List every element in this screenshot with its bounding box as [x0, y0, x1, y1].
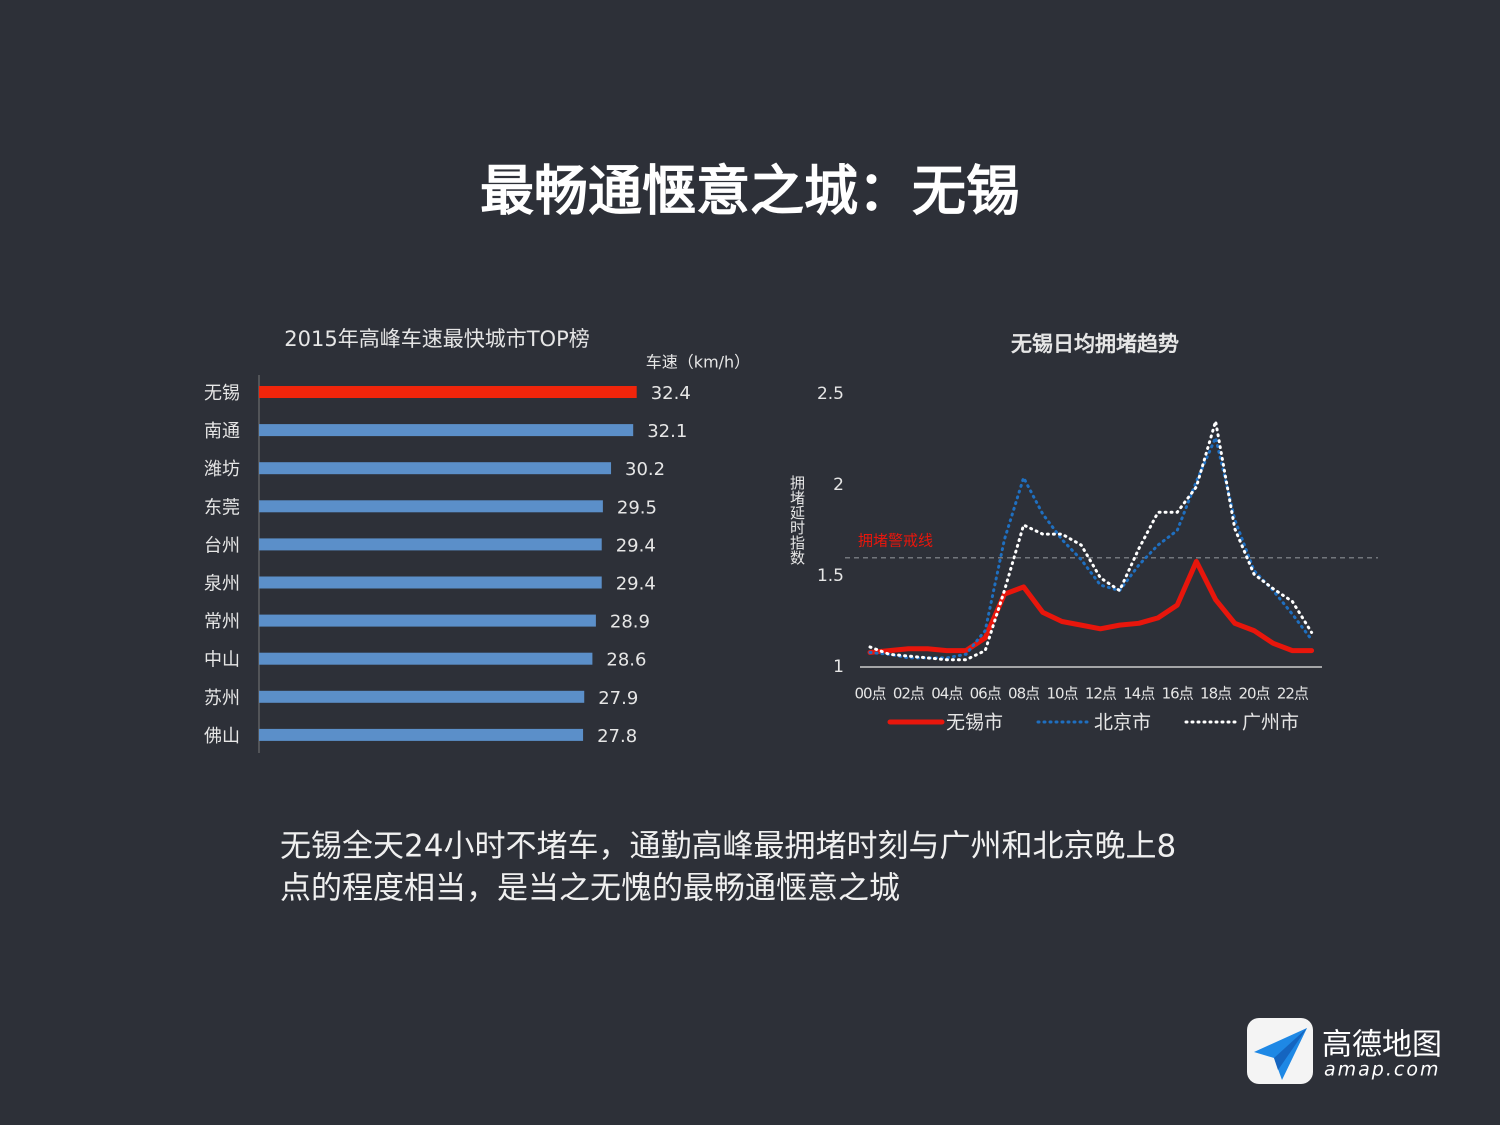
slide-title: 最畅通惬意之城：无锡 [480, 160, 1020, 223]
category-label: 常州 [204, 612, 240, 633]
category-label: 佛山 [204, 726, 240, 747]
body-text: 点的程度相当，是当之无愧的最畅通惬意之城 [280, 871, 900, 907]
series-line [867, 558, 1315, 655]
y-axis-label: 拥堵延时指数 [788, 475, 806, 565]
x-tick-label: 20点 [1238, 685, 1270, 703]
x-tick-label: 12点 [1085, 685, 1117, 703]
category-label: 泉州 [204, 574, 240, 595]
value-label: 27.8 [597, 726, 637, 747]
x-tick-label: 10点 [1046, 685, 1078, 703]
x-tick-label: 08点 [1008, 685, 1040, 703]
x-tick-label: 16点 [1162, 685, 1194, 703]
x-tick-label: 02点 [893, 685, 925, 703]
chart-title: 2015年高峰车速最快城市TOP榜 [284, 327, 589, 351]
value-label: 32.1 [647, 421, 687, 442]
category-label: 东莞 [204, 497, 240, 518]
y-tick-label: 1 [833, 657, 844, 677]
reference-label: 拥堵警戒线 [858, 531, 933, 549]
bar [259, 424, 634, 437]
x-tick-label: 18点 [1200, 685, 1232, 703]
bar [259, 614, 596, 627]
bar [259, 690, 585, 703]
y-tick-label: 2 [833, 475, 844, 495]
x-tick-label: 06点 [970, 685, 1002, 703]
value-label: 28.9 [610, 612, 650, 633]
category-label: 无锡 [204, 383, 240, 404]
legend-label: 无锡市 [946, 712, 1003, 734]
legend-label: 广州市 [1242, 712, 1299, 734]
category-label: 潍坊 [204, 459, 240, 480]
y-tick-label: 2.5 [817, 384, 844, 404]
bar [259, 728, 584, 741]
value-label: 29.4 [616, 535, 656, 556]
logo-domain: amap.com [1324, 1059, 1440, 1081]
x-tick-label: 22点 [1277, 685, 1309, 703]
bar [259, 386, 637, 398]
series-line [868, 419, 1314, 662]
bar [259, 652, 593, 665]
bar [259, 538, 602, 551]
x-tick-label: 00点 [854, 685, 886, 703]
bar [259, 576, 602, 589]
category-label: 南通 [204, 421, 240, 442]
value-label: 29.4 [616, 574, 656, 595]
bar [259, 462, 612, 475]
category-label: 中山 [204, 650, 240, 671]
x-tick-label: 14点 [1123, 685, 1155, 703]
body-text: 无锡全天24小时不堵车，通勤高峰最拥堵时刻与广州和北京晚上8 [280, 829, 1176, 865]
chart-title: 无锡日均拥堵趋势 [1011, 332, 1179, 356]
y-tick-label: 1.5 [817, 566, 844, 586]
value-label: 30.2 [625, 459, 665, 480]
value-label: 28.6 [606, 650, 646, 671]
logo-icon [1247, 1018, 1313, 1084]
axis-label: 车速（km/h） [646, 353, 750, 372]
value-label: 29.5 [617, 497, 657, 518]
category-label: 台州 [204, 535, 240, 556]
bar [259, 500, 603, 513]
legend-label: 北京市 [1094, 712, 1151, 734]
category-label: 苏州 [204, 688, 240, 709]
x-tick-label: 04点 [931, 685, 963, 703]
value-label: 32.4 [651, 383, 691, 404]
logo-plane-fold [1274, 1028, 1307, 1070]
value-label: 27.9 [598, 688, 638, 709]
logo-name: 高德地图 [1322, 1028, 1442, 1063]
series-line [868, 436, 1314, 660]
